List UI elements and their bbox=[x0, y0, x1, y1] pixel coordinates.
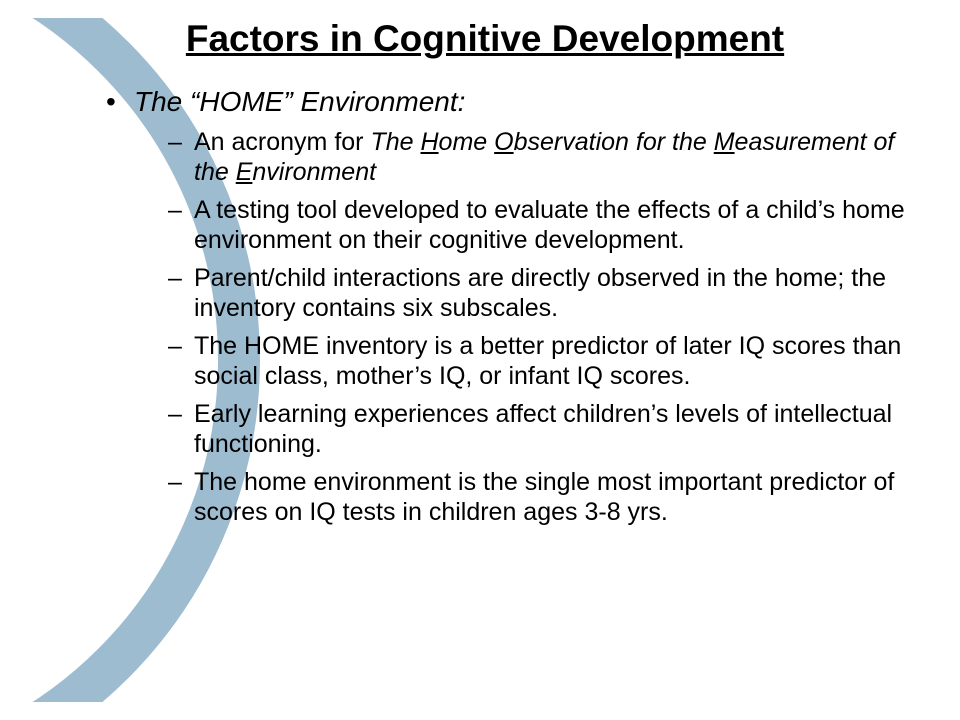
slide: Factors in Cognitive Development The “HO… bbox=[0, 0, 960, 720]
content-area: Factors in Cognitive Development The “HO… bbox=[0, 0, 960, 527]
level1-text: The “HOME” Environment: bbox=[134, 86, 465, 117]
slide-title: Factors in Cognitive Development bbox=[40, 18, 930, 60]
sub-text-prefix: An acronym for bbox=[194, 128, 370, 156]
list-item: An acronym for The Home Observation for … bbox=[166, 127, 930, 187]
sub-text: The home environment is the single most … bbox=[194, 468, 894, 526]
sub-text: Parent/child interactions are directly o… bbox=[194, 264, 886, 322]
list-item: The home environment is the single most … bbox=[166, 467, 930, 527]
list-item: Parent/child interactions are directly o… bbox=[166, 263, 930, 323]
list-item: The HOME inventory is a better predictor… bbox=[166, 331, 930, 391]
list-item: A testing tool developed to evaluate the… bbox=[166, 195, 930, 255]
sub-text: The HOME inventory is a better predictor… bbox=[194, 332, 901, 390]
sub-text: A testing tool developed to evaluate the… bbox=[194, 196, 905, 254]
list-item: The “HOME” Environment: An acronym for T… bbox=[100, 84, 930, 527]
mask-bottom bbox=[0, 702, 960, 720]
bullet-list-level2: An acronym for The Home Observation for … bbox=[134, 127, 930, 527]
bullet-list-level1: The “HOME” Environment: An acronym for T… bbox=[100, 84, 930, 527]
list-item: Early learning experiences affect childr… bbox=[166, 399, 930, 459]
sub-text: Early learning experiences affect childr… bbox=[194, 400, 892, 458]
